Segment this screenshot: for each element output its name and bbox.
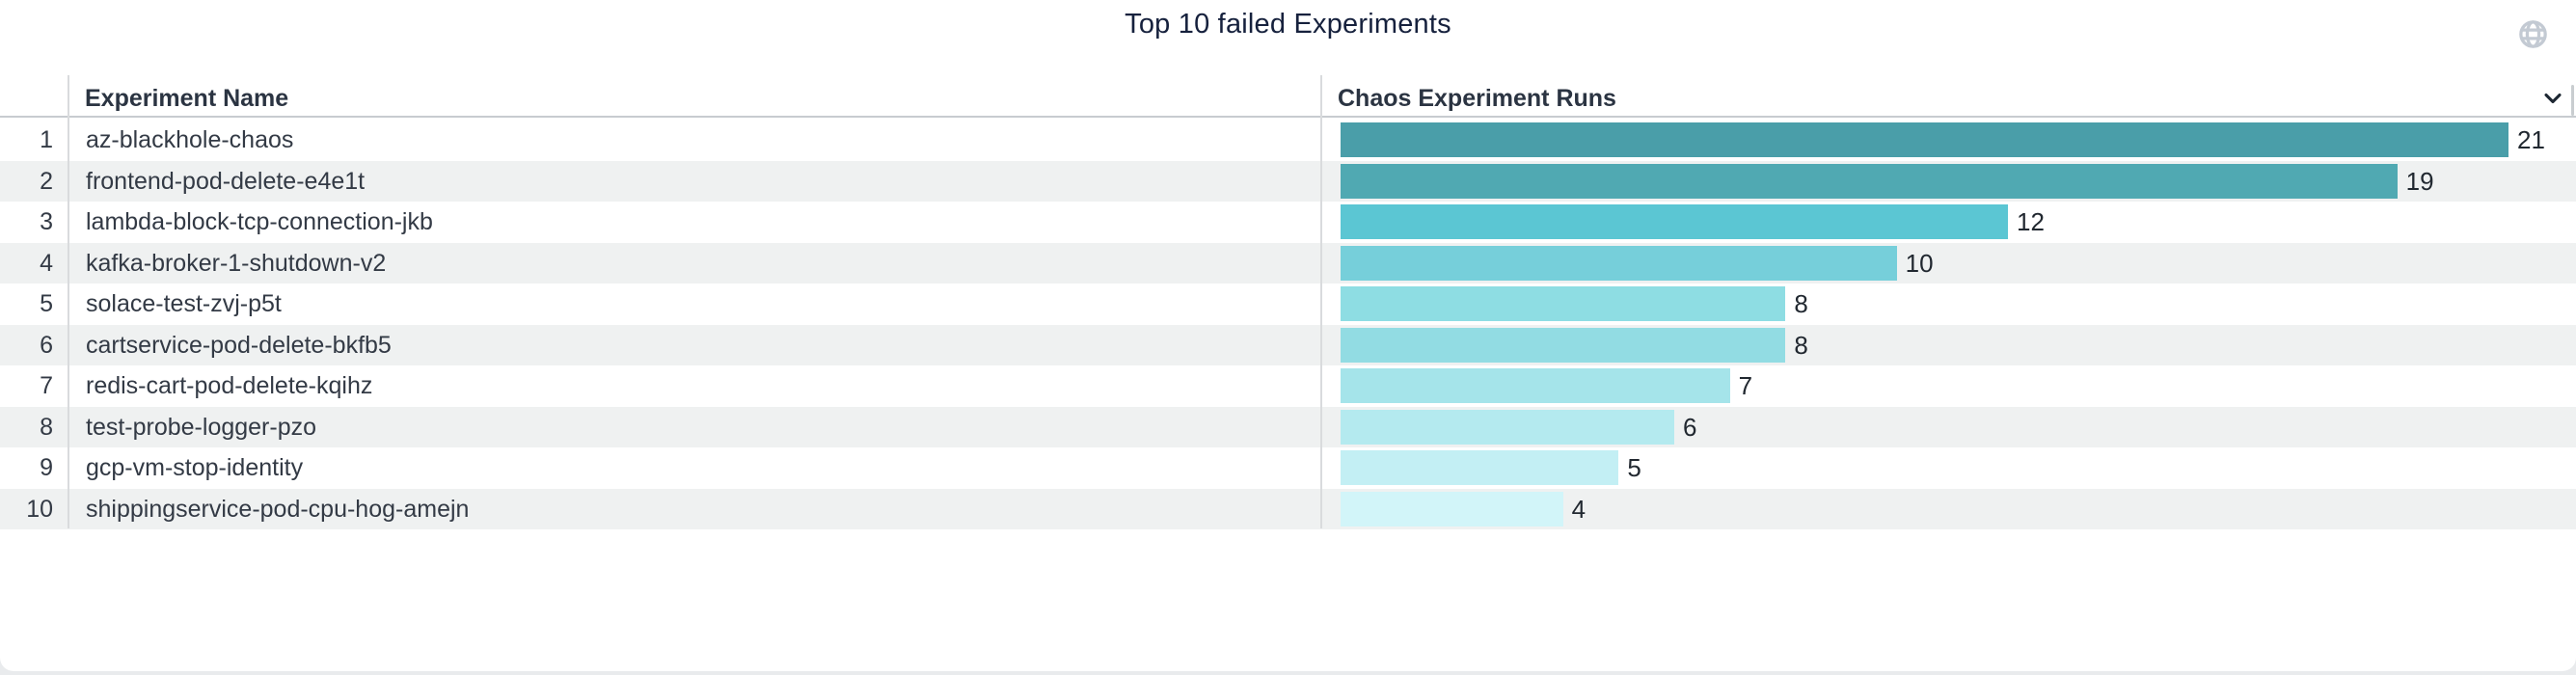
table-row[interactable]: 3 lambda-block-tcp-connection-jkb 12	[0, 202, 2576, 243]
run-count-bar[interactable]	[1341, 450, 1619, 486]
experiment-name: kafka-broker-1-shutdown-v2	[86, 249, 387, 277]
run-count-bar[interactable]	[1341, 327, 1786, 363]
experiment-name: gcp-vm-stop-identity	[86, 454, 304, 481]
run-count-label: 19	[2405, 166, 2434, 196]
column-header-experiment-name[interactable]: Experiment Name	[85, 85, 289, 112]
table-row[interactable]: 10 shippingservice-pod-cpu-hog-amejn 4	[0, 488, 2576, 529]
run-count-label: 12	[2017, 207, 2045, 236]
experiment-name: frontend-pod-delete-e4e1t	[86, 167, 366, 195]
run-count-label: 8	[1794, 289, 1808, 318]
experiment-name: redis-cart-pod-delete-kqihz	[86, 372, 373, 399]
experiment-name: shippingservice-pod-cpu-hog-amejn	[86, 495, 470, 523]
experiment-name: test-probe-logger-pzo	[86, 413, 317, 441]
table-row[interactable]: 5 solace-test-zvj-p5t 8	[0, 284, 2576, 325]
row-rank: 7	[40, 372, 53, 399]
table-body: 1 az-blackhole-chaos 21 2 frontend-pod-d…	[0, 120, 2576, 529]
experiment-name: az-blackhole-chaos	[86, 126, 294, 153]
row-rank: 5	[40, 290, 53, 317]
run-count-bar[interactable]	[1341, 245, 1897, 281]
table-row[interactable]: 7 redis-cart-pod-delete-kqihz 7	[0, 365, 2576, 407]
table-row[interactable]: 8 test-probe-logger-pzo 6	[0, 406, 2576, 447]
run-count-bar[interactable]	[1341, 204, 2008, 240]
row-rank: 2	[40, 167, 53, 195]
run-count-label: 5	[1627, 453, 1641, 482]
row-rank: 9	[40, 454, 53, 481]
run-count-label: 10	[1905, 248, 1934, 278]
table-row[interactable]: 4 kafka-broker-1-shutdown-v2 10	[0, 242, 2576, 284]
experiment-name: lambda-block-tcp-connection-jkb	[86, 208, 433, 235]
table-row[interactable]: 9 gcp-vm-stop-identity 5	[0, 447, 2576, 489]
run-count-bar[interactable]	[1341, 163, 2398, 199]
row-rank: 6	[40, 331, 53, 359]
globe-icon[interactable]	[2517, 18, 2549, 50]
run-count-label: 21	[2517, 125, 2545, 154]
table-row[interactable]: 2 frontend-pod-delete-e4e1t 19	[0, 160, 2576, 202]
run-count-bar[interactable]	[1341, 286, 1786, 322]
chart-title: Top 10 failed Experiments	[1125, 9, 1451, 40]
run-count-label: 8	[1794, 330, 1808, 360]
scrollbar-thumb[interactable]	[2571, 85, 2574, 116]
run-count-label: 4	[1571, 494, 1586, 524]
table-row[interactable]: 1 az-blackhole-chaos 21	[0, 120, 2576, 161]
run-count-bar[interactable]	[1341, 368, 1730, 404]
experiment-name: solace-test-zvj-p5t	[86, 290, 282, 317]
row-rank: 8	[40, 413, 53, 441]
run-count-bar[interactable]	[1341, 491, 1563, 526]
table-header-row: Experiment Name Chaos Experiment Runs	[0, 75, 2576, 118]
row-rank: 10	[26, 495, 53, 523]
row-rank: 3	[40, 208, 53, 235]
table-row[interactable]: 6 cartservice-pod-delete-bkfb5 8	[0, 324, 2576, 365]
chevron-down-icon[interactable]	[2539, 85, 2566, 112]
column-header-chaos-experiment-runs[interactable]: Chaos Experiment Runs	[1338, 85, 1616, 112]
row-rank: 1	[40, 126, 53, 153]
run-count-label: 6	[1683, 412, 1697, 442]
row-rank: 4	[40, 249, 53, 277]
run-count-bar[interactable]	[1341, 409, 1674, 445]
run-count-bar[interactable]	[1341, 122, 2508, 158]
experiment-name: cartservice-pod-delete-bkfb5	[86, 331, 392, 359]
run-count-label: 7	[1738, 371, 1753, 400]
